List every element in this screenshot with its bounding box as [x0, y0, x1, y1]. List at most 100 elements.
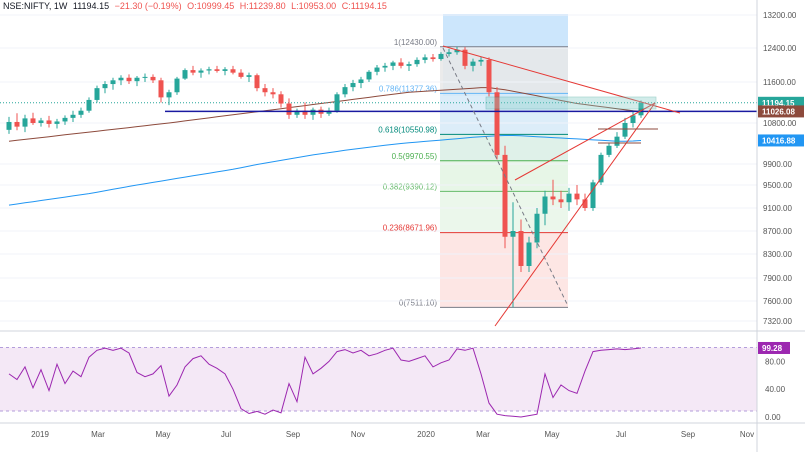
- candle-body: [630, 115, 636, 123]
- channel-trendline: [514, 102, 656, 181]
- candle-body: [22, 118, 28, 127]
- candle-body: [286, 103, 292, 115]
- candle-body: [222, 69, 228, 71]
- candle-body: [102, 84, 108, 89]
- candle-body: [262, 88, 268, 93]
- candle-body: [54, 121, 60, 124]
- candle-body: [518, 231, 524, 266]
- candle-body: [214, 69, 220, 71]
- candle-body: [558, 199, 564, 203]
- candle-body: [14, 121, 20, 127]
- x-tick-label: Jul: [221, 430, 231, 439]
- x-tick-label: Jul: [616, 430, 626, 439]
- candle-body: [350, 83, 356, 88]
- x-tick-label: 2020: [417, 430, 435, 439]
- candle-body: [118, 77, 124, 81]
- candle-body: [158, 80, 164, 98]
- candle-body: [70, 114, 76, 118]
- x-tick-label: Nov: [740, 430, 754, 439]
- rsi-band: [0, 347, 757, 411]
- candle-body: [206, 69, 212, 71]
- fib-zone: [440, 46, 568, 94]
- ascending-trendline: [494, 102, 656, 327]
- candle-body: [62, 117, 68, 122]
- candle-body: [422, 57, 428, 60]
- candle-body: [270, 92, 276, 95]
- candle-body: [382, 65, 388, 68]
- rsi-tick-label: 0.00: [765, 413, 781, 422]
- candle-body: [150, 76, 156, 81]
- candle-body: [310, 109, 316, 115]
- candle-body: [470, 61, 476, 66]
- fib-level-label: 0.786(11377.36): [379, 84, 437, 93]
- y-tick-label: 8700.00: [763, 227, 792, 236]
- candle-body: [374, 67, 380, 72]
- candle-body: [38, 120, 44, 123]
- candle-body: [174, 78, 180, 93]
- candle-body: [606, 145, 612, 155]
- fib-zone: [440, 232, 568, 308]
- candle-body: [246, 75, 252, 77]
- y-tick-label: 7900.00: [763, 274, 792, 283]
- descending-trendline: [442, 45, 681, 114]
- candle-body: [454, 49, 460, 53]
- candle-body: [582, 199, 588, 208]
- fib-diagonal: [442, 47, 569, 307]
- candle-body: [406, 64, 412, 66]
- candle-body: [134, 77, 140, 82]
- candle-body: [414, 59, 420, 65]
- candle-body: [30, 118, 36, 123]
- candle-body: [78, 110, 84, 115]
- candle-body: [486, 59, 492, 93]
- price-tag-label: 10416.88: [762, 136, 796, 145]
- candle-body: [302, 110, 308, 115]
- candle-body: [254, 75, 260, 89]
- fib-zone: [440, 93, 568, 135]
- candle-body: [574, 193, 580, 200]
- candle-body: [614, 136, 620, 146]
- candle-body: [182, 70, 188, 79]
- candle-body: [430, 57, 436, 60]
- fib-level-label: 0.236(8671.96): [383, 224, 438, 233]
- candle-body: [326, 110, 332, 114]
- candle-body: [438, 53, 444, 60]
- candle-body: [494, 92, 500, 155]
- x-tick-label: Sep: [286, 430, 301, 439]
- candle-body: [446, 52, 452, 54]
- price-tag: [758, 134, 804, 147]
- fib-level-label: 1(12430.00): [394, 38, 437, 47]
- candle-body: [638, 102, 644, 116]
- y-tick-label: 13200.00: [763, 11, 797, 20]
- candle-body: [366, 71, 372, 80]
- y-tick-label: 9900.00: [763, 160, 792, 169]
- candle-body: [198, 70, 204, 73]
- candle-body: [86, 99, 92, 111]
- fib-level-label: 0.618(10550.98): [378, 125, 437, 134]
- y-tick-label: 12400.00: [763, 44, 797, 53]
- candle-body: [598, 154, 604, 183]
- y-tick-label: 9500.00: [763, 181, 792, 190]
- chart-header: NSE:NIFTY, 1W 11194.15 −21.30 (−0.19%) O…: [3, 1, 390, 11]
- x-tick-label: May: [544, 430, 559, 439]
- y-tick-label: 10800.00: [763, 119, 797, 128]
- x-tick-label: Mar: [91, 430, 105, 439]
- candle-body: [590, 182, 596, 208]
- rsi-value-label: 99.28: [762, 344, 783, 353]
- candle-body: [166, 92, 172, 98]
- candle-body: [622, 123, 628, 137]
- candle-body: [526, 242, 532, 266]
- rsi-tick-label: 80.00: [765, 357, 786, 366]
- ma200-line: [8, 135, 642, 206]
- fib-level-label: 0.5(9970.55): [392, 152, 438, 161]
- x-tick-label: 2019: [31, 430, 49, 439]
- candle-body: [94, 88, 100, 100]
- price-tag: [758, 105, 804, 118]
- y-tick-label: 7320.00: [763, 317, 792, 326]
- price-tag-label: 11194.15: [762, 99, 795, 108]
- candle-body: [6, 121, 12, 130]
- y-tick-label: 8300.00: [763, 250, 792, 259]
- candle-body: [358, 79, 364, 84]
- price-change: −21.30 (−0.19%): [114, 1, 182, 11]
- low-value: L:10953.00: [291, 1, 337, 11]
